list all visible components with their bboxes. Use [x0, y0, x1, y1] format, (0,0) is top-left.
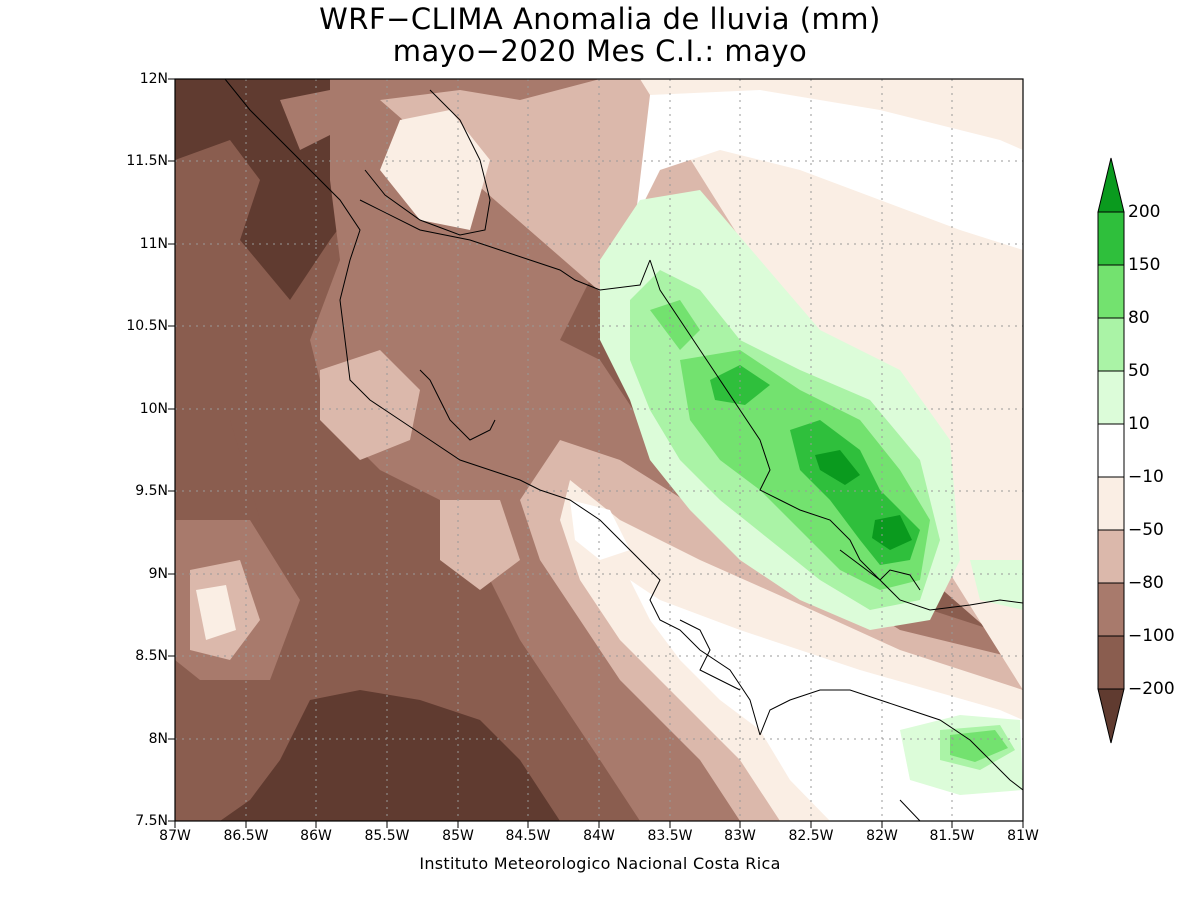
x-tick-label: 84.5W: [505, 828, 551, 844]
caribbean-coast: [649, 259, 1023, 611]
x-tick-label: 84W: [583, 828, 615, 844]
y-tick-label: 11N: [139, 236, 168, 252]
anomaly-region-m80-m50-b: [320, 350, 420, 460]
chart-subtitle: mayo−2020 Mes C.I.: mayo: [392, 34, 808, 68]
x-tick-label: 85.5W: [364, 828, 410, 844]
y-tick-label: 7.5N: [135, 813, 168, 829]
y-tick-label: 8.5N: [135, 648, 168, 664]
y-tick-label: 10.5N: [126, 318, 168, 334]
x-tick-label: 82.5W: [788, 828, 834, 844]
nicaragua-pacific-coast: [224, 79, 761, 736]
anomaly-region-m100-m80-c: [280, 90, 340, 150]
colorbar-box-m80-m50: [1097, 529, 1125, 584]
colorbar-label: 150: [1128, 255, 1161, 275]
colorbar-label: −80: [1128, 573, 1164, 593]
nicoya-peninsula: [419, 369, 496, 441]
colorbar-box-m10-10: [1097, 423, 1125, 478]
colorbar-label: 10: [1128, 414, 1150, 434]
anomaly-region-gt200: [815, 450, 860, 485]
colorbar-box-150-200: [1097, 211, 1125, 266]
x-tick-label: 86W: [300, 828, 332, 844]
colorbar-label: −100: [1128, 626, 1175, 646]
x-tick-label: 85W: [442, 828, 474, 844]
colorbar-cap-bottom: [1097, 688, 1125, 744]
colorbar-label: −50: [1128, 520, 1164, 540]
colorbar-box-m100-m80: [1097, 582, 1125, 637]
colorbar-box-10-50: [1097, 370, 1125, 425]
x-tick-label: 86.5W: [223, 828, 269, 844]
anomaly-region-150-200: [710, 365, 770, 405]
colorbar-cap-top: [1097, 157, 1125, 213]
anomaly-region-m80-m50-d: [440, 500, 520, 590]
anomaly-region-m10-10: [600, 90, 1023, 821]
colorbar-label: 50: [1128, 361, 1150, 381]
costa-rica-panama-border: [839, 549, 921, 591]
panama-coast: [759, 689, 1023, 821]
y-tick-label: 12N: [139, 71, 168, 87]
colorbar-label: 80: [1128, 308, 1150, 328]
anomaly-region-m10-10-b: [570, 500, 630, 560]
anomaly-field: [175, 79, 1023, 821]
x-tick-label: 82W: [866, 828, 898, 844]
footer-credit: Instituto Meteorologico Nacional Costa R…: [419, 854, 781, 873]
colorbar-box-50-80: [1097, 317, 1125, 372]
y-tick-label: 9N: [148, 566, 168, 582]
colorbar-label: −200: [1128, 679, 1175, 699]
y-tick-label: 11.5N: [126, 153, 168, 169]
x-tick-label: 83.5W: [647, 828, 693, 844]
colorbar-box-80-150: [1097, 264, 1125, 319]
coastlines: [224, 79, 1023, 821]
y-tick-label: 9.5N: [135, 483, 168, 499]
colorbar-label: −10: [1128, 467, 1164, 487]
anomaly-region-m50-m10-c: [196, 585, 236, 640]
anomaly-region-80-150: [650, 300, 700, 350]
colorbar-label: 200: [1128, 202, 1161, 222]
chart-title: WRF−CLIMA Anomalia de lluvia (mm): [319, 2, 881, 36]
y-tick-label: 8N: [148, 731, 168, 747]
anomaly-region-10-50-c: [970, 560, 1023, 610]
x-tick-label: 81.5W: [929, 828, 975, 844]
axis-ticks: [168, 78, 1024, 828]
osa-peninsula: [679, 619, 741, 691]
x-tick-label: 87W: [159, 828, 191, 844]
grid-lines: [175, 79, 1023, 821]
anomaly-region-80-150-c: [950, 730, 1008, 762]
x-tick-label: 83W: [724, 828, 756, 844]
lake-nicaragua: [359, 89, 651, 291]
colorbar-box-m50-m10: [1097, 476, 1125, 531]
colorbar: [1097, 157, 1125, 744]
anomaly-region-m50-m10: [380, 110, 490, 230]
y-tick-label: 10N: [139, 401, 168, 417]
x-tick-label: 81W: [1007, 828, 1039, 844]
colorbar-box-m200-m100: [1097, 635, 1125, 690]
